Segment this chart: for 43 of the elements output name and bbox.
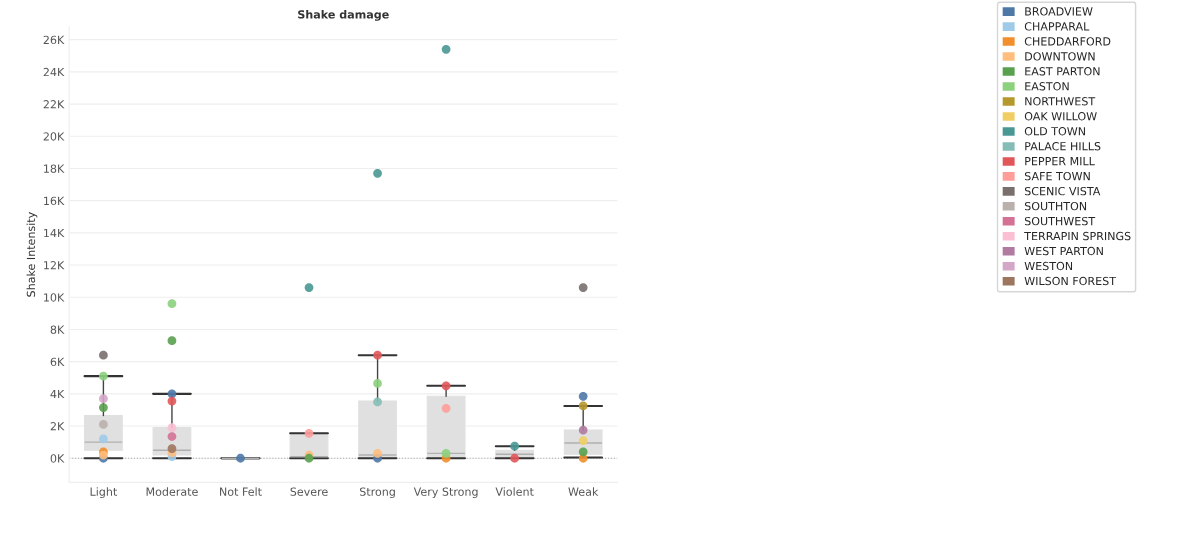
y-tick-label: 2K	[50, 422, 65, 431]
y-tick-label: 12K	[44, 261, 65, 270]
y-tick-label: 18K	[44, 164, 65, 173]
y-tick-label: 26K	[43, 35, 65, 45]
legend-label: BROADVIEW	[1025, 7, 1093, 16]
legend-label: OAK WILLOW	[1024, 112, 1097, 121]
chart-title: Shake damage	[298, 10, 389, 21]
x-tick-label: Violent	[495, 487, 534, 496]
legend-label: EAST PARTON	[1025, 67, 1100, 76]
legend-label: TERRAPIN SPRINGS	[1024, 231, 1131, 241]
x-tick-label: Very Strong	[413, 487, 478, 499]
legend-label: CHAPPARAL	[1024, 22, 1090, 31]
legend-label: PALACE HILLS	[1025, 141, 1101, 151]
y-tick-label: 4K	[50, 389, 65, 399]
y-tick-label: 16K	[44, 196, 65, 206]
x-tick-label: Strong	[359, 487, 395, 499]
legend-label: SOUTHTON	[1024, 201, 1087, 211]
legend-label: CHEDDARFORD	[1024, 37, 1111, 46]
legend-label: EASTON	[1025, 82, 1069, 91]
y-tick-label: 6K	[50, 357, 65, 367]
x-tick-label: Light	[90, 487, 117, 499]
legend-label: WESTON	[1024, 261, 1073, 271]
y-tick-label: 22K	[43, 100, 65, 109]
x-tick-label: Weak	[568, 487, 599, 496]
x-tick-label: Moderate	[146, 487, 198, 496]
legend-label: SOUTHWEST	[1024, 216, 1096, 226]
legend-label: NORTHWEST	[1025, 97, 1096, 106]
y-tick-label: 0K	[50, 454, 65, 463]
legend-label: DOWNTOWN	[1025, 52, 1095, 61]
y-axis-title: Shake Intensity	[26, 212, 38, 297]
x-tick-label: Severe	[290, 487, 328, 496]
legend-label: WEST PARTON	[1024, 246, 1103, 256]
legend-label: PEPPER MILL	[1025, 157, 1095, 166]
y-tick-label: 24K	[43, 67, 65, 77]
legend-label: SCENIC VISTA	[1024, 186, 1101, 196]
y-tick-label: 14K	[44, 228, 65, 238]
legend-label: WILSON FOREST	[1024, 276, 1117, 286]
legend-label: OLD TOWN	[1024, 127, 1085, 136]
y-tick-label: 20K	[43, 132, 65, 141]
y-tick-label: 10K	[44, 293, 65, 302]
legend-label: SAFE TOWN	[1024, 171, 1090, 181]
x-tick-label: Not Felt	[220, 487, 262, 496]
y-tick-label: 8K	[50, 325, 65, 334]
